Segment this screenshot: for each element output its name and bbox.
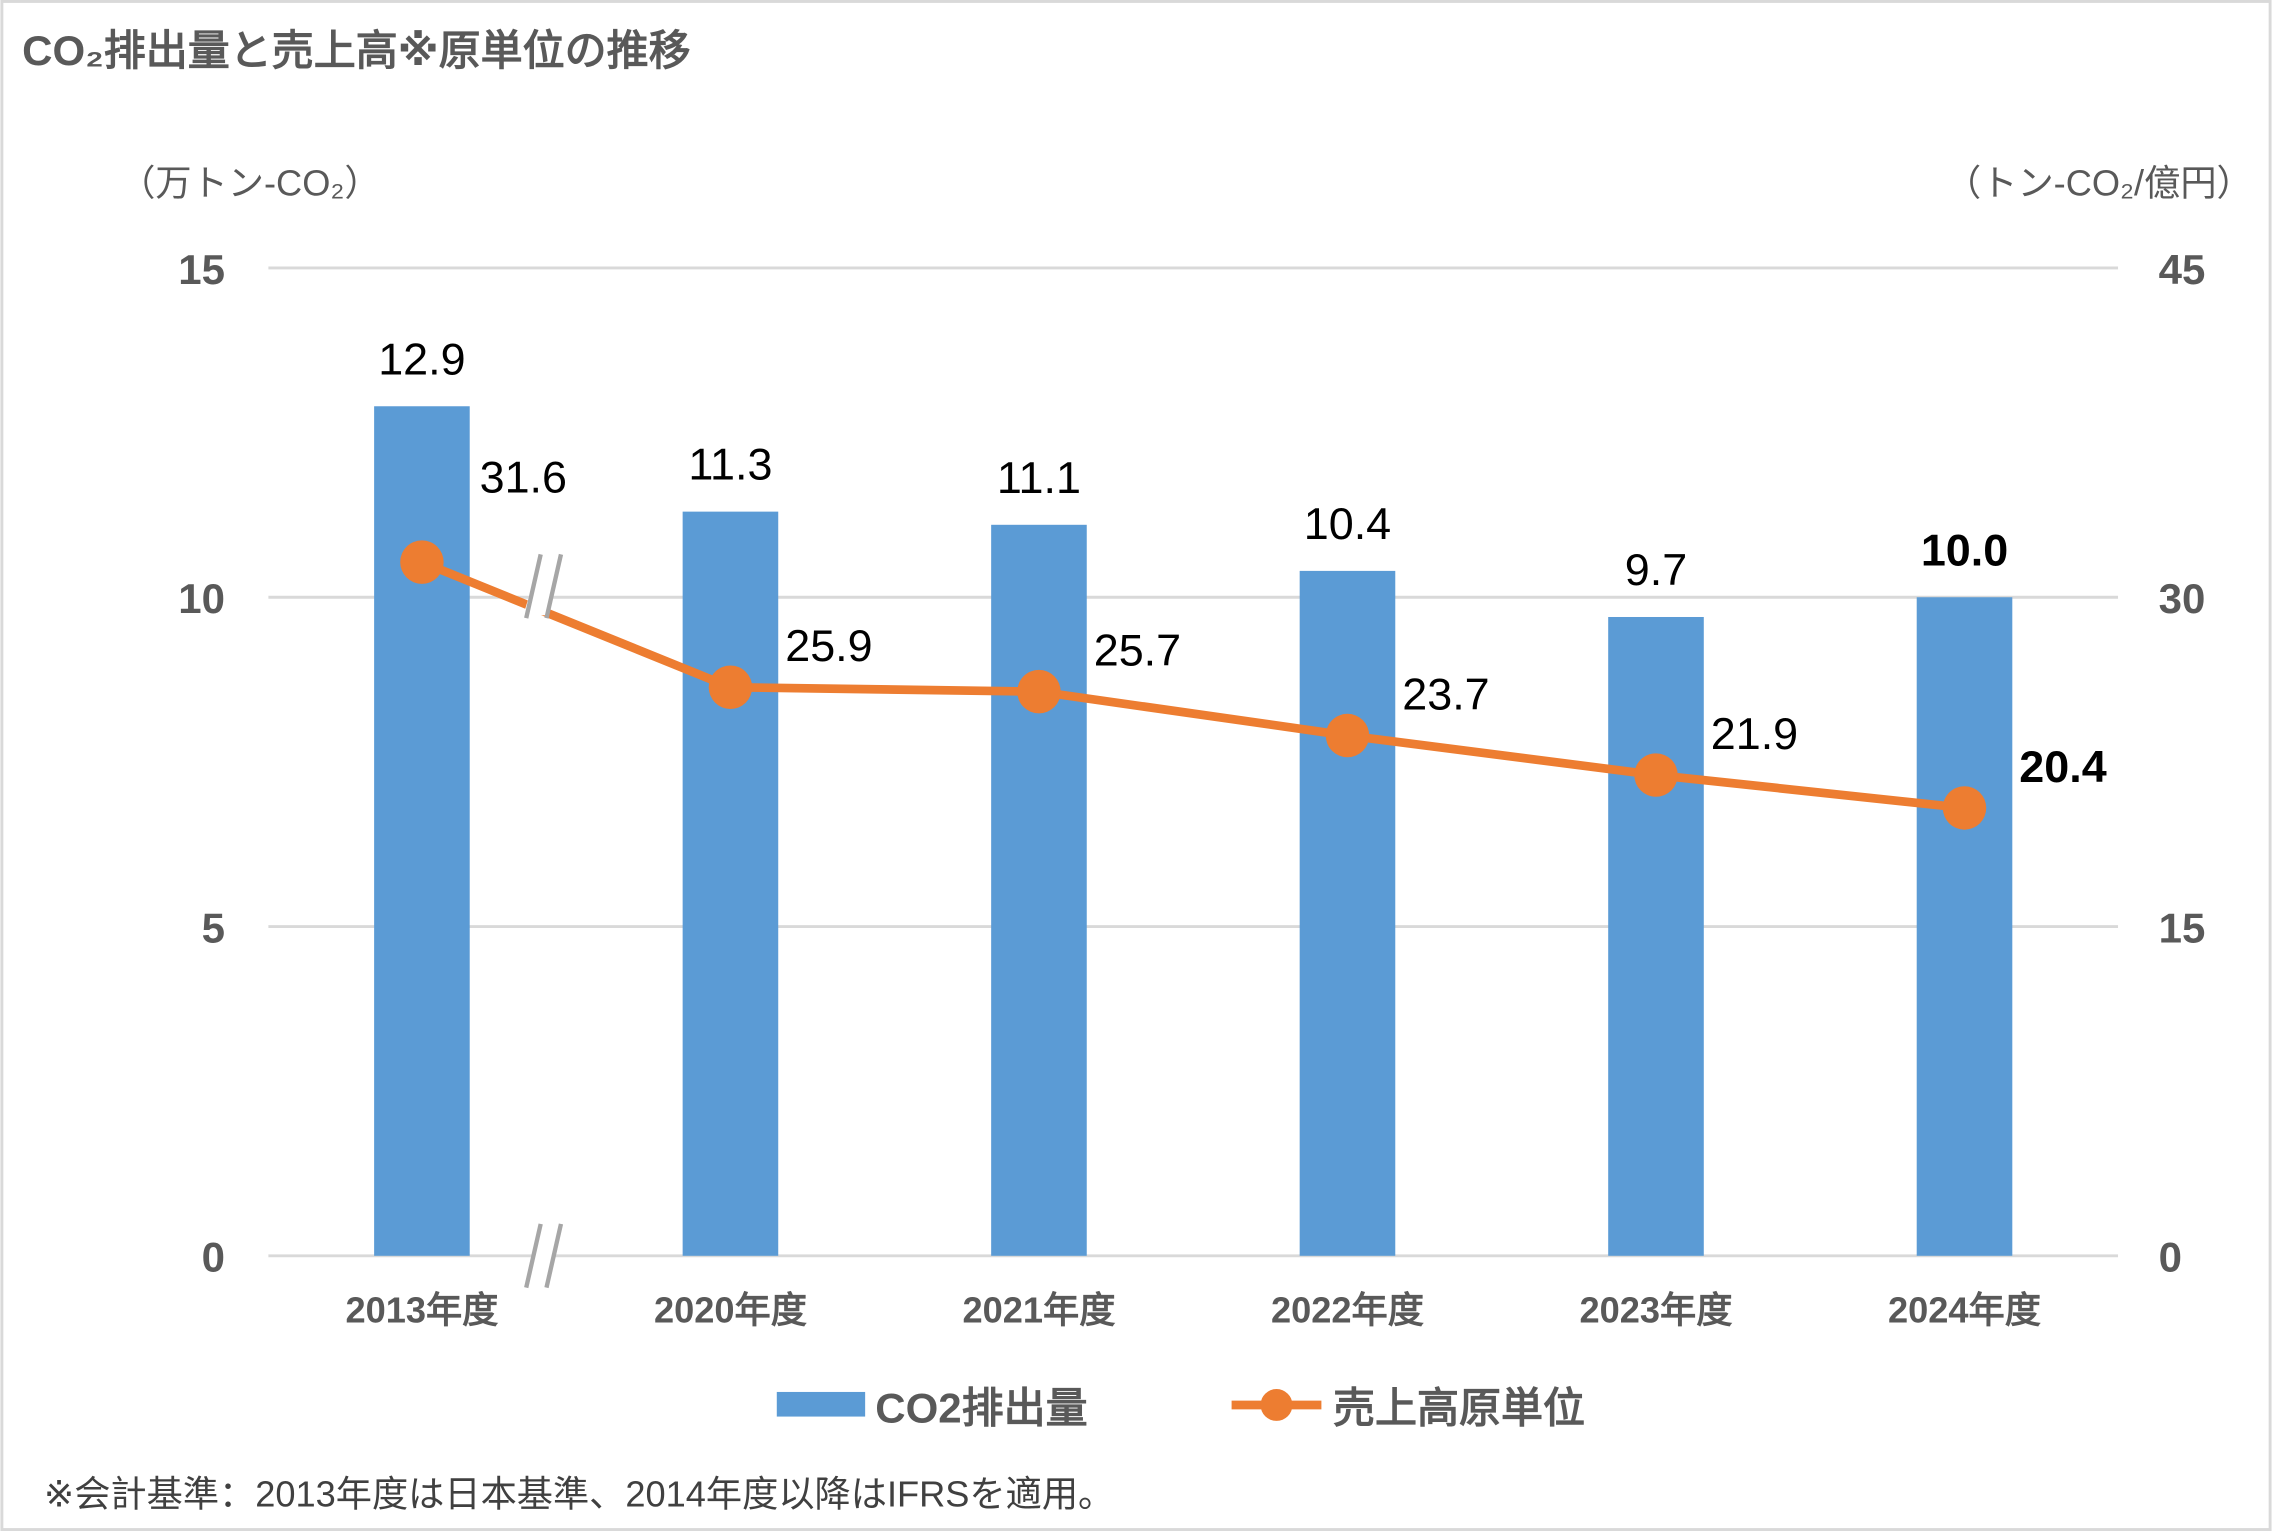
legend-line-marker xyxy=(1260,1389,1293,1421)
category-label: 2022年度 xyxy=(1271,1289,1425,1330)
right-tick-label: 45 xyxy=(2159,246,2206,293)
right-axis-label: （トン-CO₂/億円） xyxy=(1945,163,2253,204)
bar-value-label: 10.4 xyxy=(1304,498,1391,549)
left-tick-label: 5 xyxy=(202,904,225,951)
axis-break-gap xyxy=(523,1226,564,1285)
axis-break-mark xyxy=(544,553,564,619)
axis-break-mark xyxy=(524,1223,543,1289)
line-value-label: 20.4 xyxy=(2019,741,2106,792)
category-label: 2024年度 xyxy=(1888,1289,2042,1330)
line-value-label: 21.9 xyxy=(1711,708,1798,759)
line-path xyxy=(420,558,1965,813)
bars xyxy=(374,406,2013,1256)
line-marker xyxy=(1325,713,1370,758)
bar-value-label: 10.0 xyxy=(1921,524,2008,575)
legend-line-label: 売上高原単位 xyxy=(1333,1384,1585,1431)
data-labels: 12.9 11.3 11.1 10.4 9.7 10.0 31.6 25.9 25.7 23.7 2… xyxy=(378,333,2106,792)
left-tick-label: 10 xyxy=(178,575,225,622)
line-value-label: 25.7 xyxy=(1094,625,1181,676)
right-tick-label: 0 xyxy=(2159,1234,2182,1281)
category-label: 2013年度 xyxy=(345,1289,499,1330)
axis-break-mark xyxy=(544,1223,564,1289)
line-value-label: 25.9 xyxy=(785,620,872,671)
category-label: 2023年度 xyxy=(1580,1289,1734,1330)
bar xyxy=(682,511,779,1256)
line-marker xyxy=(400,540,444,584)
axis-ticks: 0 5 10 15 0 15 30 45 2013年度 2020年度 2021年度 2022年度 202… xyxy=(178,246,2205,1331)
right-tick-label: 15 xyxy=(2159,904,2206,951)
line-marker xyxy=(1017,669,1061,714)
line-series xyxy=(400,540,1987,1289)
axis-break-mark xyxy=(524,553,543,619)
bar-value-label: 9.7 xyxy=(1625,544,1687,595)
line-marker xyxy=(708,665,753,709)
line-value-label: 31.6 xyxy=(480,452,567,503)
bar xyxy=(374,406,470,1256)
line-marker xyxy=(1634,753,1678,797)
bar xyxy=(991,524,1087,1256)
gridlines xyxy=(268,266,2119,1258)
bar xyxy=(1299,570,1396,1256)
left-tick-label: 0 xyxy=(202,1234,225,1281)
line-marker xyxy=(1942,786,1987,830)
axis-break-gap xyxy=(523,557,564,616)
legend-bar-label: CO2排出量 xyxy=(875,1384,1087,1431)
legend: CO2排出量 売上高原単位 xyxy=(776,1384,1585,1431)
bar xyxy=(1608,616,1704,1256)
bar-value-label: 11.1 xyxy=(997,452,1081,503)
chart-title: CO₂排出量と売上高※原単位の推移 xyxy=(22,27,690,74)
bar xyxy=(1916,597,2013,1256)
category-label: 2021年度 xyxy=(962,1289,1116,1330)
bar-value-label: 11.3 xyxy=(688,439,772,490)
right-tick-label: 30 xyxy=(2159,575,2206,622)
footnote: ※会計基準：2013年度は日本基準、2014年度以降はIFRSを適用。 xyxy=(44,1473,1114,1514)
left-axis-label: （万トン-CO₂） xyxy=(119,163,380,204)
bar-value-label: 12.9 xyxy=(378,333,465,384)
category-label: 2020年度 xyxy=(654,1289,808,1330)
legend-bar-swatch xyxy=(776,1391,866,1417)
left-tick-label: 15 xyxy=(178,246,225,293)
line-value-label: 23.7 xyxy=(1402,668,1489,719)
